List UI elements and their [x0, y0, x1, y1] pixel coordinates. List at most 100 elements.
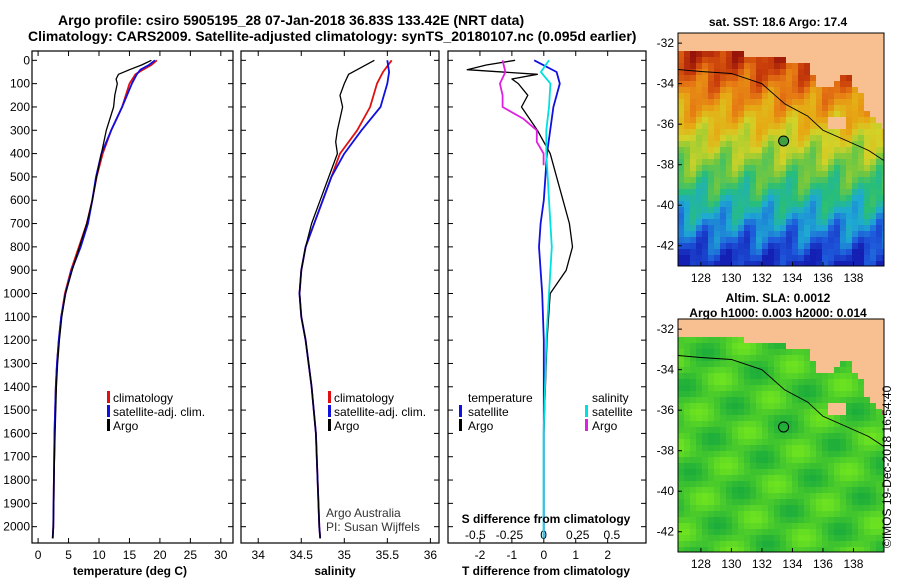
map-cell [840, 261, 846, 266]
map-cell [684, 457, 690, 463]
map-cell [774, 325, 780, 331]
map-cell [768, 87, 774, 93]
map-cell [690, 165, 696, 171]
map-cell [876, 511, 882, 517]
map-cell [804, 349, 810, 355]
legend-salinity-header: salinity [592, 391, 629, 405]
map-cell [720, 547, 726, 552]
map-cell [780, 87, 786, 93]
map-cell [786, 147, 792, 153]
map-cell [744, 505, 750, 511]
map-cell [744, 57, 750, 63]
map-cell [684, 243, 690, 249]
map-cell [696, 457, 702, 463]
map-cell [738, 111, 744, 117]
map-cell [702, 343, 708, 349]
map-cell [744, 165, 750, 171]
map-cell [822, 105, 828, 111]
map-cell [870, 183, 876, 189]
map-cell [774, 39, 780, 45]
map-cell [780, 231, 786, 237]
map-cell [882, 159, 884, 165]
map-cell [846, 153, 852, 159]
map-cell [756, 249, 762, 255]
map-cell [726, 367, 732, 373]
map-cell [738, 135, 744, 141]
map-cell [846, 517, 852, 523]
map-cell [828, 147, 834, 153]
map-cell [732, 517, 738, 523]
map-cell [738, 171, 744, 177]
map-cell [696, 325, 702, 331]
map-cell [762, 165, 768, 171]
map-cell [834, 421, 840, 427]
map-cell [696, 397, 702, 403]
map-cell [702, 445, 708, 451]
map-cell [852, 189, 858, 195]
legend-t-argo: Argo [468, 419, 494, 433]
map-cell [690, 183, 696, 189]
map-cell [846, 87, 852, 93]
map-cell [810, 159, 816, 165]
map-cell [822, 117, 828, 123]
map-cell [864, 421, 870, 427]
map-cell [828, 433, 834, 439]
map-cell [726, 427, 732, 433]
map-cell [774, 183, 780, 189]
map-cell [816, 39, 822, 45]
map-cell [768, 511, 774, 517]
x-tick-label: 35.5 [376, 548, 400, 562]
map-cell [726, 63, 732, 69]
map-cell [882, 63, 884, 69]
map-cell [780, 331, 786, 337]
lat-tick-label: -38 [657, 444, 675, 458]
map-cell [828, 451, 834, 457]
map-cell [780, 195, 786, 201]
map-cell [852, 51, 858, 57]
map-cell [846, 237, 852, 243]
map-cell [822, 237, 828, 243]
map-cell [756, 45, 762, 51]
map-cell [780, 433, 786, 439]
map-cell [882, 201, 884, 207]
map-cell [696, 237, 702, 243]
map-cell [804, 249, 810, 255]
map-cell [834, 415, 840, 421]
map-cell [864, 319, 870, 325]
depth-tick-label: 1300 [3, 356, 30, 370]
map-cell [726, 457, 732, 463]
map-cell [804, 63, 810, 69]
map-cell [714, 373, 720, 379]
map-cell [786, 523, 792, 529]
map-cell [858, 93, 864, 99]
map-cell [786, 171, 792, 177]
map-cell [852, 183, 858, 189]
map-cell [720, 475, 726, 481]
shelf-contour [677, 69, 885, 161]
map-cell [840, 45, 846, 51]
map-cell [780, 367, 786, 373]
map-cell [684, 201, 690, 207]
map-cell [732, 243, 738, 249]
map-cell [768, 445, 774, 451]
map-cell [840, 319, 846, 325]
map-cell [852, 373, 858, 379]
map-cell [834, 57, 840, 63]
map-cell [726, 111, 732, 117]
map-cell [816, 415, 822, 421]
map-cell [738, 517, 744, 523]
map-cell [786, 499, 792, 505]
map-cell [840, 135, 846, 141]
map-cell [720, 219, 726, 225]
map-cell [786, 535, 792, 541]
map-cell [834, 355, 840, 361]
map-cell [846, 325, 852, 331]
map-cell [678, 499, 684, 505]
map-cell [762, 243, 768, 249]
map-cell [750, 135, 756, 141]
map-cell [756, 367, 762, 373]
map-cell [684, 231, 690, 237]
map-cell [690, 69, 696, 75]
map-cell [750, 349, 756, 355]
map-cell [696, 225, 702, 231]
